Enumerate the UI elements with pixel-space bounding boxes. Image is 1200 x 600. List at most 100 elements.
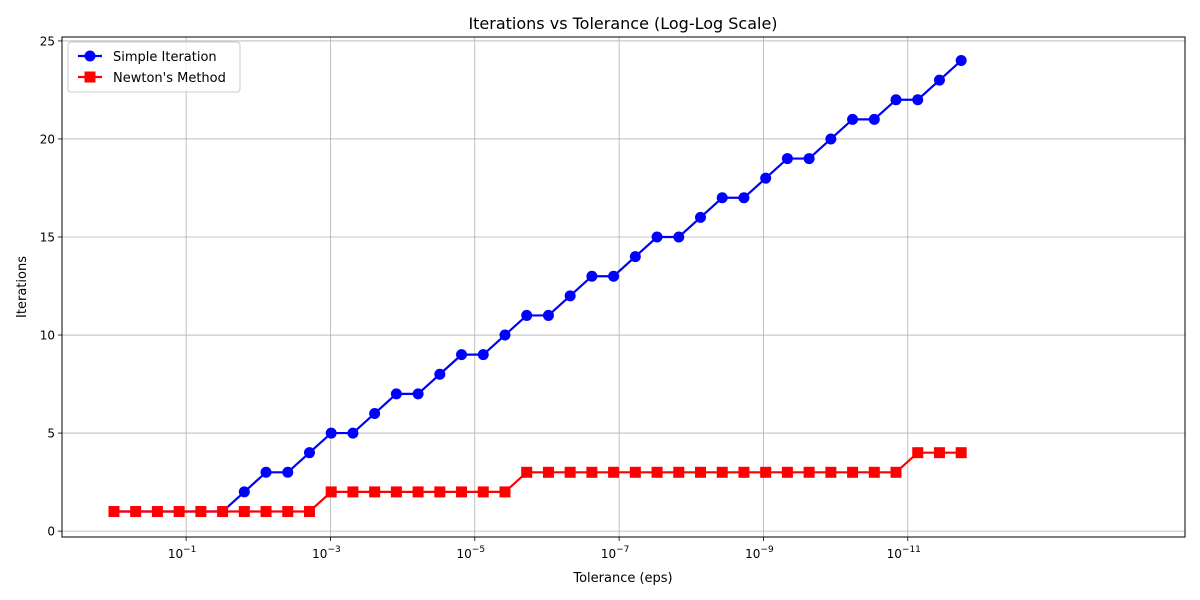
point-newton	[738, 466, 750, 478]
x-tick-label: 10−1	[168, 545, 197, 561]
y-tick-label: 10	[40, 329, 55, 343]
point-simple	[890, 94, 902, 106]
x-tick-label: 10−3	[312, 545, 341, 561]
point-simple	[629, 251, 641, 263]
point-simple	[651, 231, 663, 243]
point-newton	[608, 466, 620, 478]
point-simple	[303, 447, 315, 459]
point-newton	[434, 486, 446, 498]
point-simple	[586, 270, 598, 282]
point-simple	[238, 486, 250, 498]
legend: Simple Iteration Newton's Method	[67, 41, 241, 93]
point-simple	[803, 153, 815, 165]
point-newton	[781, 466, 793, 478]
point-newton	[369, 486, 381, 498]
legend-marker-simple	[84, 50, 96, 62]
axes: 10−1 10−3 10−5 10−7 10−9 10−11 0 5 10 15 20 25	[40, 34, 921, 561]
point-simple	[716, 192, 728, 204]
x-tick-label: 10−5	[457, 545, 486, 561]
point-simple	[912, 94, 924, 106]
chart-title: Iterations vs Tolerance (Log-Log Scale)	[468, 14, 777, 33]
point-newton	[173, 506, 185, 518]
point-newton	[217, 506, 229, 518]
point-newton	[456, 486, 468, 498]
point-newton	[825, 466, 837, 478]
point-simple	[456, 349, 468, 361]
point-simple	[542, 309, 554, 321]
point-simple	[434, 368, 446, 380]
point-simple	[412, 388, 424, 400]
point-newton	[695, 466, 707, 478]
y-tick-label: 20	[40, 132, 55, 146]
point-newton	[499, 486, 511, 498]
point-newton	[238, 506, 250, 518]
point-newton	[282, 506, 294, 518]
point-newton	[651, 466, 663, 478]
y-tick-label: 0	[47, 525, 55, 539]
point-newton	[303, 506, 315, 518]
series-line-simple	[113, 59, 962, 513]
point-simple	[673, 231, 685, 243]
point-newton	[151, 506, 163, 518]
point-simple	[325, 427, 337, 439]
legend-label-newton: Newton's Method	[113, 71, 226, 86]
point-newton	[933, 447, 945, 459]
x-tick-label: 10−7	[601, 545, 630, 561]
point-simple	[781, 153, 793, 165]
legend-box	[67, 41, 241, 93]
point-newton	[542, 466, 554, 478]
point-simple	[847, 113, 859, 125]
point-newton	[955, 447, 967, 459]
point-newton	[847, 466, 859, 478]
point-newton	[564, 466, 576, 478]
point-newton	[477, 486, 489, 498]
point-newton	[390, 486, 402, 498]
point-simple	[608, 270, 620, 282]
point-newton	[803, 466, 815, 478]
y-tick-label: 5	[47, 427, 55, 441]
point-newton	[760, 466, 772, 478]
point-simple	[477, 349, 489, 361]
legend-marker-newton	[84, 71, 96, 83]
point-newton	[260, 506, 272, 518]
legend-label-simple: Simple Iteration	[113, 50, 217, 65]
series-layer	[108, 55, 967, 518]
point-newton	[130, 506, 142, 518]
point-simple	[260, 466, 272, 478]
point-newton	[716, 466, 728, 478]
point-newton	[521, 466, 533, 478]
point-newton	[868, 466, 880, 478]
grid	[62, 37, 1185, 537]
point-newton	[347, 486, 359, 498]
point-newton	[890, 466, 902, 478]
y-tick-label: 15	[40, 231, 55, 245]
series-line-newton	[113, 451, 962, 513]
y-tick-label: 25	[40, 34, 55, 48]
point-simple	[955, 55, 967, 67]
point-simple	[499, 329, 511, 341]
point-newton	[912, 447, 924, 459]
point-newton	[412, 486, 424, 498]
point-newton	[108, 506, 120, 518]
point-simple	[760, 172, 772, 184]
point-newton	[629, 466, 641, 478]
point-simple	[695, 211, 707, 223]
point-simple	[564, 290, 576, 302]
x-axis-label: Tolerance (eps)	[572, 571, 672, 586]
point-simple	[933, 74, 945, 86]
point-newton	[673, 466, 685, 478]
x-tick-label: 10−11	[887, 545, 921, 561]
point-simple	[282, 466, 294, 478]
y-axis-label: Iterations	[15, 256, 30, 318]
point-simple	[825, 133, 837, 145]
point-simple	[868, 113, 880, 125]
point-simple	[390, 388, 402, 400]
point-newton	[195, 506, 207, 518]
point-simple	[347, 427, 359, 439]
point-newton	[586, 466, 598, 478]
point-simple	[521, 309, 533, 321]
plot-area-frame	[61, 36, 1186, 538]
point-simple	[738, 192, 750, 204]
